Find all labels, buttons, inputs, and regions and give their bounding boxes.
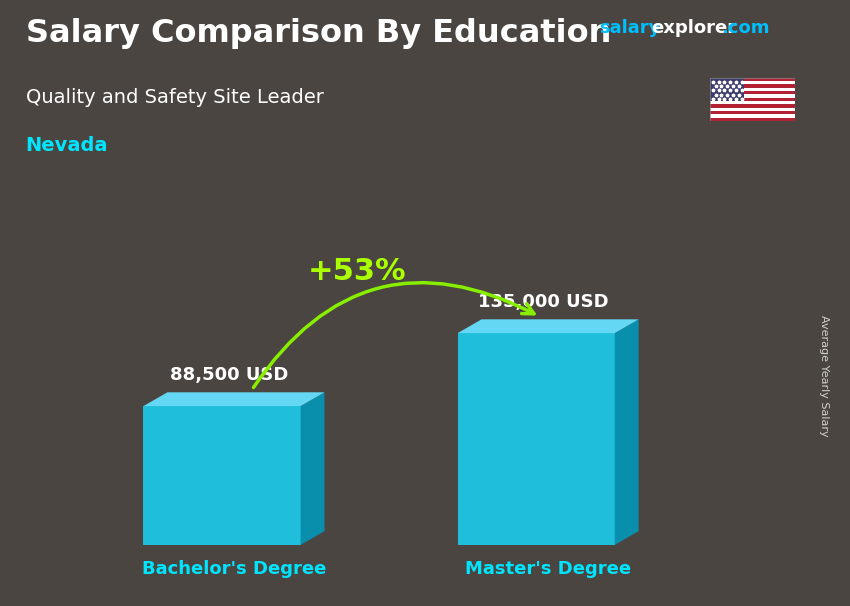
Bar [710,101,795,104]
Bar [710,95,795,98]
Text: Quality and Safety Site Leader: Quality and Safety Site Leader [26,88,323,107]
Polygon shape [457,333,615,545]
Text: Average Yearly Salary: Average Yearly Salary [819,315,829,436]
Text: salary: salary [599,19,660,38]
Polygon shape [144,406,301,545]
Text: explorer: explorer [651,19,736,38]
Text: +53%: +53% [308,257,406,286]
Text: 88,500 USD: 88,500 USD [170,365,288,384]
Text: Master's Degree: Master's Degree [465,560,632,578]
Polygon shape [144,392,325,406]
Text: 135,000 USD: 135,000 USD [478,293,609,310]
Bar [710,118,795,121]
Polygon shape [615,319,638,545]
Bar [710,104,795,108]
Bar [710,78,744,101]
Text: Salary Comparison By Education: Salary Comparison By Education [26,18,611,49]
Text: Bachelor's Degree: Bachelor's Degree [142,560,326,578]
Bar [710,91,795,95]
Bar [710,111,795,115]
Bar [710,108,795,111]
Bar [710,115,795,118]
Bar [710,81,795,84]
Bar [710,88,795,91]
Text: Nevada: Nevada [26,136,108,155]
Bar [710,78,795,81]
Polygon shape [301,392,325,545]
Polygon shape [457,319,638,333]
Text: .com: .com [721,19,769,38]
Bar [710,84,795,88]
Bar [710,98,795,101]
